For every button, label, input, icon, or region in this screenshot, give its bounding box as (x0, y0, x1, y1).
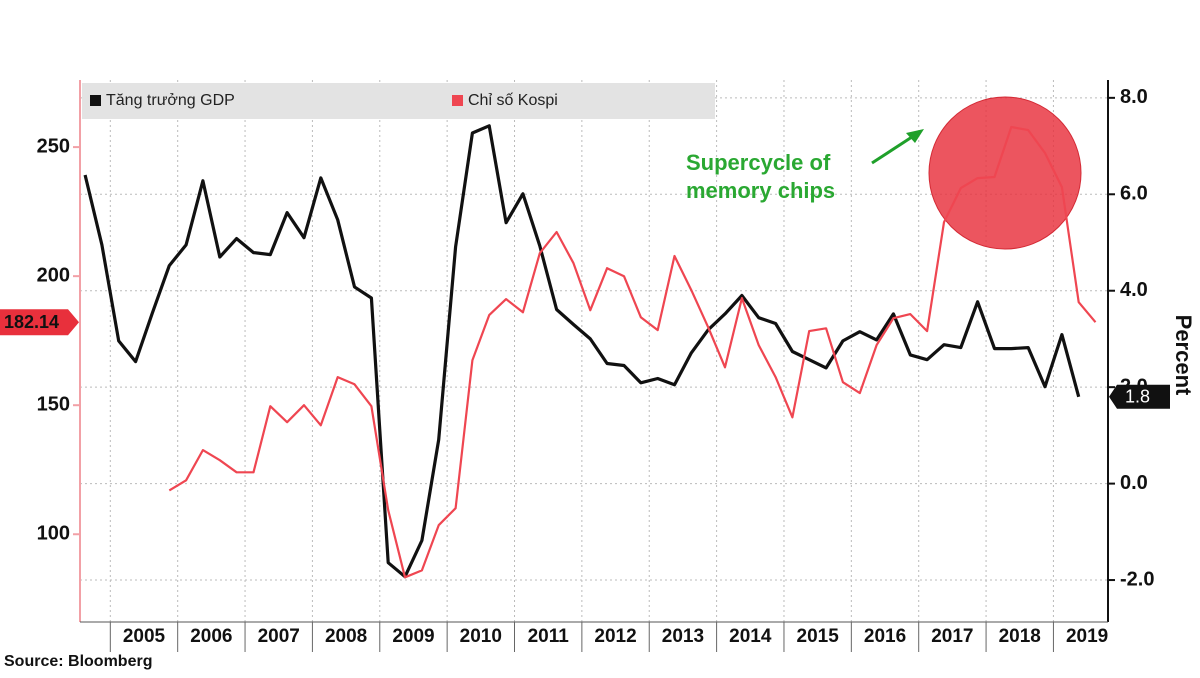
x-tick-label: 2013 (662, 626, 704, 647)
legend-box (82, 83, 715, 119)
x-tick-label: 2017 (931, 626, 973, 647)
last-value-label: 182.14 (4, 312, 59, 332)
legend-swatch (90, 95, 101, 106)
x-tick-label: 2014 (729, 626, 772, 647)
x-tick-label: 2015 (797, 626, 840, 647)
y-tick-label: 100 (37, 523, 70, 545)
x-tick-label: 2006 (190, 626, 232, 647)
last-value-tag (1109, 384, 1170, 409)
x-tick-label: 2012 (594, 626, 636, 647)
highlight-circle (928, 96, 1082, 250)
y2-tick-label: -2.0 (1120, 568, 1154, 590)
x-tick-label: 2019 (1066, 626, 1108, 647)
x-tick-label: 2008 (325, 626, 367, 647)
y-tick-label: 250 (37, 135, 70, 157)
last-value-label: 1.8 (1125, 387, 1150, 407)
x-tick-label: 2018 (999, 626, 1041, 647)
lines (83, 124, 1097, 579)
source: Source: Bloomberg (4, 653, 152, 670)
series-line (83, 124, 1081, 579)
y-tick-label: 200 (37, 264, 70, 286)
x-tick-label: 2005 (123, 626, 166, 647)
annotation-arrowhead (906, 129, 924, 143)
x-tick-label: 2016 (864, 626, 906, 647)
series-line (168, 125, 1097, 579)
annotation: memory chips (686, 178, 835, 203)
x-tick-label: 2009 (392, 626, 434, 647)
y2-tick-label: 8.0 (1120, 86, 1148, 108)
legend-swatch (452, 95, 463, 106)
y2-tick-label: 6.0 (1120, 183, 1148, 205)
annotation-arrow (871, 133, 916, 165)
annotation: Supercycle of (686, 150, 831, 175)
y2-tick-label: 0.0 (1120, 472, 1148, 494)
legend-label: Tăng trưởng GDP (106, 92, 235, 109)
last-value-tag (0, 309, 79, 336)
y2-tick-label: 4.0 (1120, 279, 1148, 301)
x-tick-label: 2010 (460, 626, 502, 647)
y2-axis-label: Percent (1171, 315, 1196, 396)
x-tick-label: 2007 (258, 626, 300, 647)
x-tick-label: 2011 (528, 626, 570, 647)
y-tick-label: 150 (37, 393, 70, 415)
legend-label: Chỉ số Kospi (468, 92, 558, 109)
